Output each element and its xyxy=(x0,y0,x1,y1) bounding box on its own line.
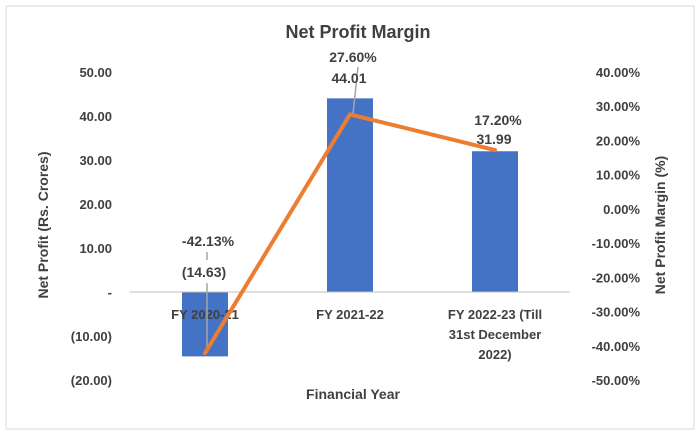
category-label: FY 2021-22 xyxy=(316,307,384,322)
left-axis-ticks: 50.00 40.00 30.00 20.00 10.00 - (10.00) (20.00) xyxy=(71,65,112,388)
bar-series xyxy=(182,98,518,357)
left-tick-label: - xyxy=(108,285,112,300)
leader-lines xyxy=(206,66,359,354)
bar-data-label: (14.63) xyxy=(182,264,226,280)
chart-title: Net Profit Margin xyxy=(285,22,430,42)
left-tick-label: 30.00 xyxy=(79,153,112,168)
left-tick-label: 10.00 xyxy=(79,241,112,256)
bar-data-labels: (14.63) 44.01 31.99 xyxy=(182,70,512,280)
left-axis-title: Net Profit (Rs. Crores) xyxy=(35,151,51,298)
right-tick-label: -50.00% xyxy=(592,373,641,388)
right-tick-label: 40.00% xyxy=(596,65,641,80)
right-tick-label: -40.00% xyxy=(592,339,641,354)
line-data-label: -42.13% xyxy=(182,233,235,249)
right-axis-title: Net Profit Margin (%) xyxy=(652,156,668,294)
right-tick-label: -10.00% xyxy=(592,236,641,251)
right-tick-label: 30.00% xyxy=(596,99,641,114)
category-label: FY 2020-21 xyxy=(171,307,239,322)
right-axis-ticks: 40.00% 30.00% 20.00% 10.00% 0.00% -10.00% -20.… xyxy=(592,65,641,388)
left-tick-label: (20.00) xyxy=(71,373,112,388)
x-axis-title: Financial Year xyxy=(306,386,400,402)
right-tick-label: 20.00% xyxy=(596,133,641,148)
line-data-label: 27.60% xyxy=(329,49,377,65)
bar xyxy=(327,98,373,292)
left-tick-label: (10.00) xyxy=(71,329,112,344)
category-labels: FY 2020-21 FY 2021-22 FY 2022-23 (Till 31st… xyxy=(171,307,542,362)
right-tick-label: 10.00% xyxy=(596,168,641,183)
left-tick-label: 20.00 xyxy=(79,197,112,212)
margin-line xyxy=(203,112,497,356)
left-tick-label: 40.00 xyxy=(79,109,112,124)
line-data-label: 17.20% xyxy=(474,112,522,128)
line-data-labels: -42.13% 27.60% 17.20% xyxy=(182,49,522,249)
leader-line xyxy=(352,66,359,115)
category-label: FY 2022-23 (Till 31st December 2022) xyxy=(448,307,542,362)
right-tick-label: 0.00% xyxy=(603,202,640,217)
right-tick-label: -20.00% xyxy=(592,270,641,285)
line-series xyxy=(203,112,497,356)
right-tick-label: -30.00% xyxy=(592,305,641,320)
bar xyxy=(472,151,518,292)
bar-data-label: 31.99 xyxy=(476,131,511,147)
bar-data-label: 44.01 xyxy=(331,70,366,86)
left-tick-label: 50.00 xyxy=(79,65,112,80)
